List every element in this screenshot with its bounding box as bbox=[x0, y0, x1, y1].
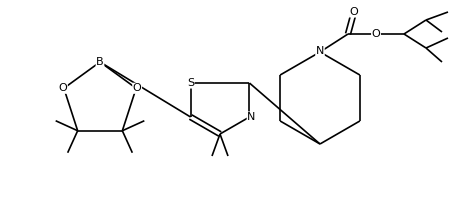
Text: S: S bbox=[187, 78, 194, 88]
Text: O: O bbox=[58, 83, 67, 93]
Text: O: O bbox=[371, 29, 379, 39]
Text: B: B bbox=[96, 57, 104, 67]
Text: N: N bbox=[247, 112, 255, 122]
Text: O: O bbox=[349, 7, 358, 17]
Text: N: N bbox=[315, 46, 324, 56]
Text: O: O bbox=[132, 83, 141, 93]
